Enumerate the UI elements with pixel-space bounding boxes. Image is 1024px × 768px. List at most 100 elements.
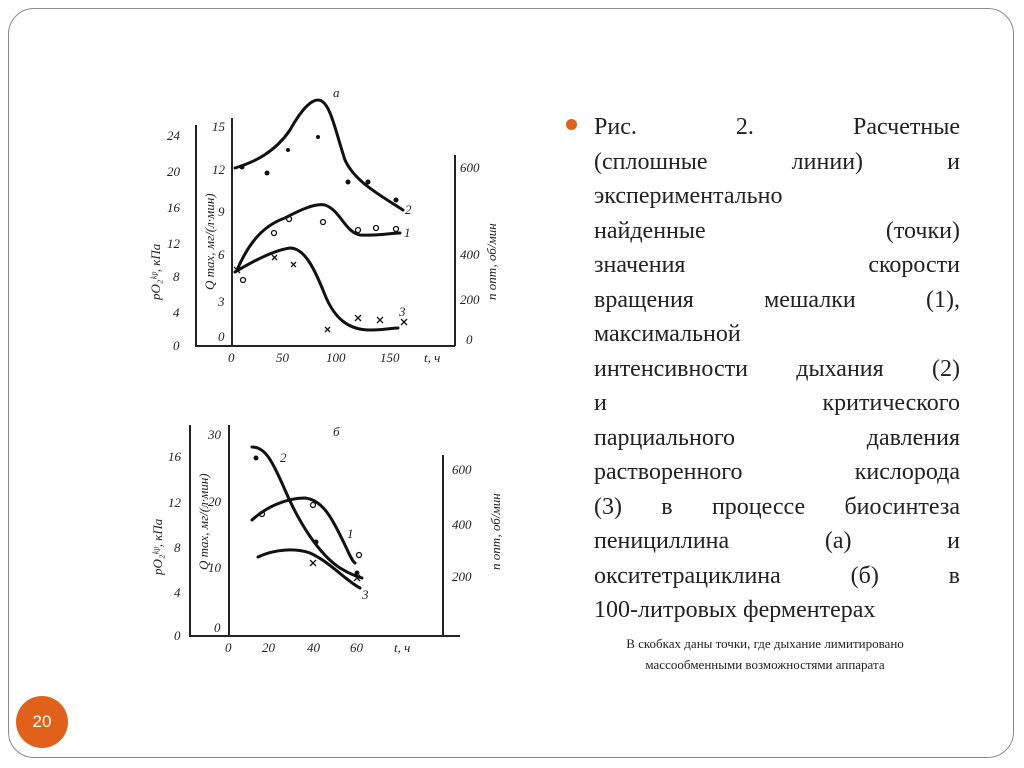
caption-line: интенсивности дыхания (2)	[594, 355, 960, 382]
points-3-b	[309, 559, 361, 582]
svg-text:6: 6	[218, 247, 225, 262]
caption-line: парциального давления	[594, 424, 960, 451]
svg-text:20: 20	[167, 164, 181, 179]
slide-frame	[8, 8, 1014, 758]
points-2-b	[253, 455, 360, 576]
svg-text:400: 400	[460, 247, 480, 262]
caption-line: максимальной	[594, 321, 741, 347]
footnote-line: В скобках даны точки, где дыхание лимити…	[626, 636, 904, 651]
svg-text:3: 3	[217, 294, 225, 309]
svg-text:15: 15	[212, 119, 226, 134]
svg-text:12: 12	[212, 162, 226, 177]
right-axis-label-a: n опт, об/мин	[484, 223, 499, 300]
svg-text:t, ч: t, ч	[424, 350, 440, 365]
svg-text:16: 16	[168, 449, 182, 464]
svg-text:16: 16	[167, 200, 181, 215]
svg-text:t, ч: t, ч	[394, 640, 410, 655]
x-ticks-a: 0 50 100 150 t, ч	[228, 350, 440, 365]
caption-line: окситетрациклина (б) в	[594, 562, 960, 589]
right-axis-label-b: n опт, об/мин	[488, 493, 503, 570]
left-ticks-a: 24 20 16 12 8 4 0	[167, 128, 181, 353]
svg-text:30: 30	[207, 427, 222, 442]
curve-1-a	[235, 203, 402, 272]
svg-text:0: 0	[228, 350, 235, 365]
svg-text:4: 4	[173, 305, 180, 320]
points-3-a	[233, 254, 408, 333]
svg-text:40: 40	[307, 640, 321, 655]
curve-label-1-b: 1	[347, 526, 354, 541]
svg-text:400: 400	[452, 517, 472, 532]
q-ticks-a: 15 12 9 6 3 0	[212, 119, 226, 344]
curve-2-a	[233, 98, 405, 212]
points-1-a	[239, 215, 400, 284]
curve-label-1-a: 1	[404, 225, 411, 240]
footnote: В скобках даны точки, где дыхание лимити…	[560, 633, 970, 675]
curve-label-3-b: 3	[361, 587, 369, 602]
svg-text:100: 100	[326, 350, 346, 365]
points-2-a	[239, 135, 399, 203]
caption-line: найденные (точки)	[594, 217, 960, 244]
curve-label-3-a: 3	[398, 304, 406, 319]
curve-3-a	[233, 246, 400, 332]
caption-line: растворенного кислорода	[594, 459, 960, 485]
svg-text:9: 9	[218, 204, 225, 219]
svg-text:10: 10	[208, 560, 222, 575]
caption-line: значения скорости	[594, 252, 960, 278]
bullet-icon	[566, 119, 577, 130]
graph-b: б 16 12 8 4 0 30 20 10 0 600 400 200 0 2…	[150, 424, 503, 655]
svg-text:0: 0	[466, 332, 473, 347]
right-ticks-a: 600 400 200 0	[460, 160, 480, 347]
svg-text:24: 24	[167, 128, 181, 143]
svg-text:200: 200	[460, 292, 480, 307]
svg-text:0: 0	[214, 620, 221, 635]
svg-text:4: 4	[174, 585, 181, 600]
svg-text:0: 0	[174, 628, 181, 643]
caption-line: (3) в процессе биосинтеза	[594, 493, 960, 520]
curve-3-b	[256, 548, 362, 590]
caption-line: пенициллина (а) и	[594, 528, 960, 554]
svg-text:12: 12	[168, 495, 182, 510]
page-number-badge: 20	[16, 696, 68, 748]
caption-line: экспериментально	[594, 183, 783, 209]
caption-line: и критического	[594, 390, 960, 416]
caption-line: (сплошные линии) и	[594, 148, 960, 175]
caption-line: 100-литровых ферментерах	[594, 597, 876, 623]
footnote-line: массообменными возможностями аппарата	[645, 657, 885, 672]
svg-text:200: 200	[452, 569, 472, 584]
q-axis-label-a: Q max, мг/(л·мин)	[202, 193, 217, 290]
q-axis-label-b: Q max, мг/(л·мин)	[196, 473, 211, 570]
left-ticks-b: 16 12 8 4 0	[168, 449, 182, 643]
axes-b	[189, 425, 460, 637]
left-axis-label-a: pO₂ᵏᵖ, кПа	[148, 243, 163, 301]
graph-a: а 24 20 16 12 8 4 0 15 12 9 6 3 0 600 40…	[148, 85, 499, 365]
q-ticks-b: 30 20 10 0	[207, 427, 222, 635]
curve-label-2-a: 2	[405, 202, 412, 217]
curve-2-b	[250, 445, 364, 580]
right-ticks-b: 600 400 200	[452, 462, 472, 584]
svg-text:8: 8	[174, 540, 181, 555]
panel-label-a: а	[333, 85, 340, 100]
left-axis-label-b: pO₂ᵏᵖ, кПа	[150, 518, 165, 576]
curve-1-b	[250, 496, 357, 565]
svg-text:600: 600	[460, 160, 480, 175]
caption-line: вращения мешалки (1),	[594, 286, 960, 313]
svg-text:8: 8	[173, 269, 180, 284]
figure-caption: Рис. 2. Расчетные (сплошные линии) и экс…	[594, 110, 960, 628]
svg-text:50: 50	[276, 350, 290, 365]
svg-text:0: 0	[225, 640, 232, 655]
svg-text:0: 0	[218, 329, 225, 344]
points-1-b	[258, 501, 363, 559]
panel-label-b: б	[333, 424, 340, 439]
svg-text:20: 20	[262, 640, 276, 655]
axes-a	[195, 118, 456, 347]
svg-text:0: 0	[173, 338, 180, 353]
svg-text:20: 20	[208, 494, 222, 509]
svg-text:600: 600	[452, 462, 472, 477]
x-ticks-b: 0 20 40 60 t, ч	[225, 640, 410, 655]
svg-text:12: 12	[167, 236, 181, 251]
caption-line: Рис. 2. Расчетные	[594, 114, 960, 140]
curve-label-2-b: 2	[280, 450, 287, 465]
svg-text:60: 60	[350, 640, 364, 655]
svg-text:150: 150	[380, 350, 400, 365]
